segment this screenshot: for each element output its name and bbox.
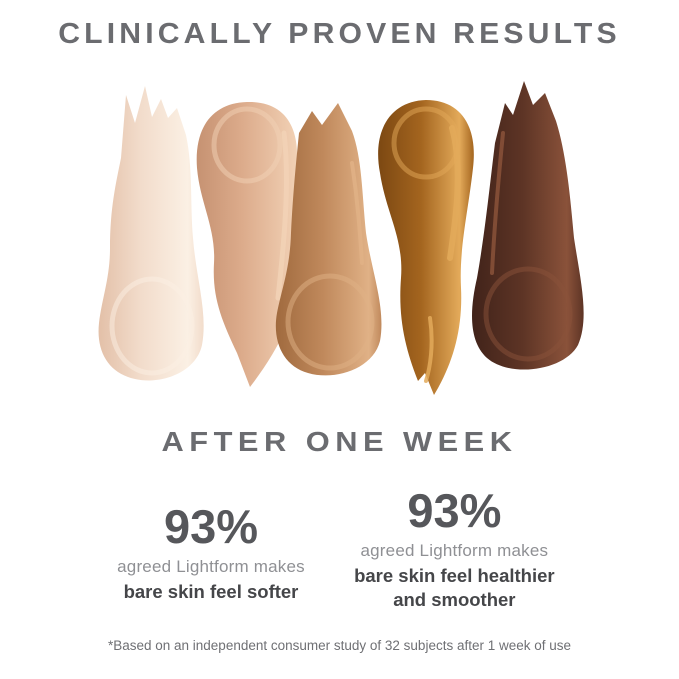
swatch-fair-smear [98,86,204,381]
swatch-tan-gloss-streak [447,125,461,261]
section-heading: AFTER ONE WEEK [161,426,518,457]
swatch-tan-shade [378,100,474,395]
stat-value: 93% [163,500,259,553]
swatch-deep-pool-highlight [483,266,573,362]
swatch-medium-pool-highlight [285,273,375,371]
stat-value: 93% [407,484,502,537]
page-title: CLINICALLY PROVEN RESULTS [58,18,621,50]
swatch-deep-gloss-streak [490,131,505,275]
swatch-light-gloss-streak [275,130,289,301]
footnote: *Based on an independent consumer study … [107,638,572,653]
swatch-medium-gloss-streak [350,161,364,265]
swatch-light-dome-highlight [211,106,283,184]
swatch-medium-shade [275,103,382,376]
swatch-tan-dome-highlight [391,106,461,180]
foundation-swatches-image [98,81,584,395]
swatch-fair-shade [98,86,204,381]
stat-emphasis: bare skin feel softer [123,581,299,603]
stat-emphasis: bare skin feel healthier and smoother [354,565,555,611]
swatch-tan-smear [378,100,474,395]
stats-row: 93% agreed Lightform makes bare skin fee… [0,486,679,612]
swatch-tan-tail-gloss [424,316,434,383]
stat-healthier: 93% agreed Lightform makes bare skin fee… [347,486,562,612]
stat-caption: agreed Lightform makes [360,541,549,561]
swatch-fair-pool-highlight [109,276,195,376]
stat-caption: agreed Lightform makes [117,557,305,577]
stat-softer: 93% agreed Lightform makes bare skin fee… [117,486,305,604]
swatch-deep-shade [472,81,584,370]
